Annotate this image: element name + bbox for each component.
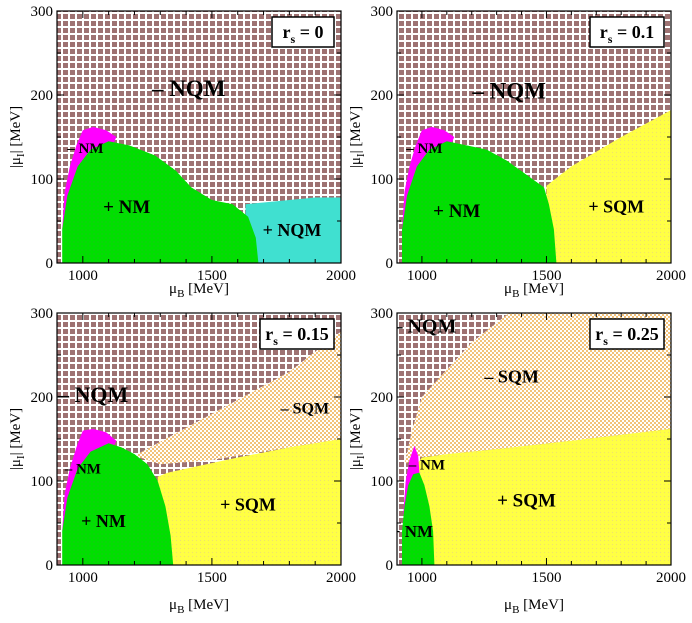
x-tick-label: 1000 (68, 268, 98, 284)
region-plusminus-nm (402, 141, 557, 263)
x-tick-label: 1000 (68, 570, 98, 586)
panel-rs-0-25: – NQM – SQM + SQM – NM + NM 1000 1500 2000 0 100 2… (348, 306, 686, 616)
rs-badge-label: rs = 0.25 (595, 324, 658, 348)
region-label: – NM (64, 462, 101, 478)
region-minus-sqm (404, 313, 671, 465)
y-tick-label: 300 (371, 306, 394, 322)
rs-badge-box (259, 318, 335, 350)
y-axis-title: |μI| [MeV] (348, 106, 367, 168)
region-plusminus-sqm (416, 428, 671, 565)
region-label: + NM (103, 197, 150, 218)
region-label: – NM (66, 141, 103, 157)
x-axis-title: μB [MeV] (169, 597, 229, 616)
y-tick-label: 0 (386, 558, 394, 574)
region-label: – NQM (391, 316, 456, 338)
region-minus-sqm (134, 331, 341, 465)
region-label: – NM (405, 141, 442, 157)
y-tick-label: 200 (371, 88, 394, 104)
y-tick-label: 300 (31, 4, 54, 20)
rs-badge-box (271, 16, 335, 48)
region-plusminus-nm (62, 141, 259, 263)
y-axis-title: |μI| [MeV] (8, 106, 27, 168)
panel-rs-0-15: – NQM – SQM + SQM – NM + NM 1000 1500 2000 0 100 2… (8, 306, 356, 616)
region-label: + NM (81, 511, 126, 531)
region-label: + SQM (588, 197, 644, 217)
y-tick-label: 100 (31, 474, 54, 490)
x-tick-label: 2000 (656, 268, 686, 284)
region-label: – NQM (471, 79, 546, 104)
y-tick-label: 200 (31, 88, 54, 104)
rs-badge-label: rs = 0.1 (600, 22, 654, 46)
rs-badge-label: rs = 0.15 (265, 324, 328, 348)
y-tick-label: 0 (386, 256, 394, 272)
x-axis-title: μB [MeV] (504, 281, 564, 300)
y-tick-label: 200 (31, 390, 54, 406)
y-tick-label: 300 (371, 4, 394, 20)
rs-badge-box (589, 16, 665, 48)
y-tick-label: 0 (46, 256, 54, 272)
region-plusminus-nm (402, 472, 435, 565)
rs-badge-box (589, 318, 665, 350)
x-axis-title: μB [MeV] (504, 597, 564, 616)
region-plusminus-nm (62, 443, 174, 565)
x-tick-label: 2000 (656, 570, 686, 586)
y-tick-label: 100 (31, 172, 54, 188)
y-tick-label: 300 (31, 306, 54, 322)
rs-badge-label: rs = 0 (283, 22, 324, 46)
region-label: + SQM (497, 490, 556, 511)
x-tick-label: 1500 (531, 570, 561, 586)
x-tick-label: 1500 (531, 268, 561, 284)
panel-rs-0: – NQM + NQM – NM + NM 1000 1500 2000 0 100 200 300… (8, 4, 356, 300)
y-tick-label: 100 (371, 474, 394, 490)
y-tick-label: 0 (46, 558, 54, 574)
y-axis-title: |μI| [MeV] (8, 408, 27, 470)
panel-rs-0-1: – NQM + SQM – NM + NM 1000 1500 2000 0 100 200 300… (348, 4, 686, 300)
plot-area: – NQM – SQM + SQM – NM + NM (57, 313, 341, 565)
y-axis-title: |μI| [MeV] (348, 408, 367, 470)
x-tick-label: 1500 (197, 268, 227, 284)
region-label: + NM (433, 201, 480, 222)
plot-area: – NQM – SQM + SQM – NM + NM (391, 313, 671, 565)
region-plusminus-sqm (546, 110, 671, 263)
y-tick-label: 200 (371, 390, 394, 406)
region-label: – NQM (57, 382, 129, 407)
x-axis-title: μB [MeV] (169, 281, 229, 300)
x-tick-label: 2000 (326, 268, 356, 284)
x-tick-label: 1500 (197, 570, 227, 586)
x-tick-label: 1000 (407, 570, 437, 586)
x-tick-label: 2000 (326, 570, 356, 586)
region-label: + SQM (220, 494, 276, 514)
region-label: + NM (391, 522, 433, 541)
region-plusminus-nqm (245, 197, 341, 263)
region-plusminus-sqm (157, 439, 341, 565)
region-label: – NQM (151, 76, 226, 101)
region-label: – SQM (280, 400, 329, 417)
x-tick-label: 1000 (407, 268, 437, 284)
region-label: – NM (408, 457, 445, 473)
region-label: + NQM (263, 220, 322, 240)
region-label: – SQM (483, 367, 539, 387)
plot-area: – NQM + NQM – NM + NM (57, 11, 341, 263)
plot-area: – NQM + SQM – NM + NM (397, 11, 671, 263)
y-tick-label: 100 (371, 172, 394, 188)
